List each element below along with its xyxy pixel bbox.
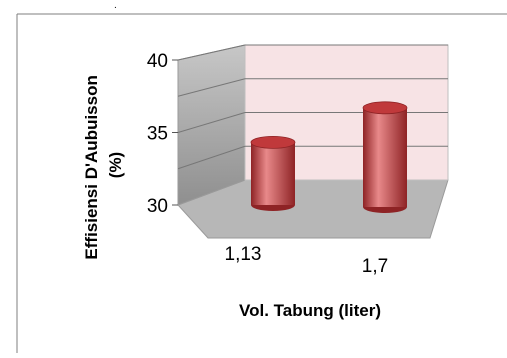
gridlines <box>177 44 448 170</box>
x-tick-label: 1,13 <box>225 244 262 265</box>
bar-top <box>250 135 296 149</box>
x-tick-label: 1,7 <box>362 256 388 277</box>
y-axis-ticks: 30 35 40 <box>147 51 178 217</box>
x-axis-title: Vol. Tabung (liter) <box>239 301 381 320</box>
bar-1,13 <box>250 135 296 211</box>
bar-top <box>362 101 408 115</box>
y-tick-label: 35 <box>147 124 168 145</box>
y-tick-label: 40 <box>147 51 168 72</box>
bars <box>250 101 408 213</box>
gridline-side <box>177 78 246 97</box>
y-axis-title-line-1: Effisiensi D'Aubuisson <box>82 75 101 259</box>
y-axis-title: Effisiensi D'Aubuisson (%) <box>82 70 125 259</box>
y-tick-label: 30 <box>147 196 168 217</box>
chart-side-wall <box>177 44 246 206</box>
gridline-side <box>177 112 246 133</box>
bar-body <box>251 142 295 205</box>
stray-mark: . <box>114 0 117 11</box>
gridline-side <box>177 44 246 61</box>
gridline-side <box>177 145 246 170</box>
y-axis-title-line-2: (%) <box>106 152 125 178</box>
x-axis-ticks: 1,13 1,7 <box>225 244 389 277</box>
bar-1,7 <box>362 101 408 213</box>
bar-body <box>363 107 407 207</box>
